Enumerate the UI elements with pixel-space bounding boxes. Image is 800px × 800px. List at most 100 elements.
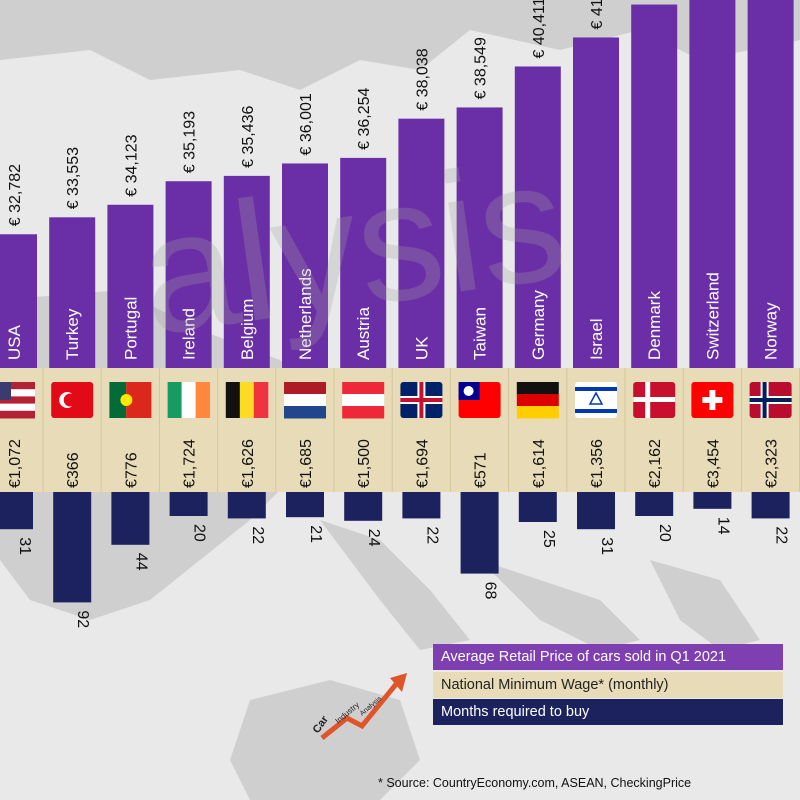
price-bar-germany [514,66,561,369]
wage-label-taiwan: €571 [473,452,490,488]
months-label-portugal: 44 [132,553,149,571]
price-label-israel: € 41,731 [589,0,606,29]
country-label-belgium: Belgium [238,299,257,360]
wage-label-switzerland: €3,454 [705,439,722,488]
legend-minimum-wage: National Minimum Wage* (monthly) [433,672,783,698]
months-bar-israel [577,492,615,530]
months-label-turkey: 92 [74,610,91,628]
wage-label-ireland: €1,724 [182,439,199,488]
wage-label-uk: €1,694 [414,439,431,488]
country-label-portugal: Portugal [121,297,140,360]
country-label-turkey: Turkey [63,308,82,360]
car-industry-analysis-logo: Car Industry Analysis [312,673,407,740]
months-bar-uk [402,492,441,519]
price-label-netherlands: € 36,001 [298,93,315,155]
wage-label-turkey: €366 [65,452,82,488]
wage-label-portugal: €776 [123,452,140,488]
wage-label-usa: €1,072 [7,439,24,488]
legend-months-to-buy: Months required to buy [433,699,783,725]
flag-ireland-icon [167,382,211,418]
price-label-portugal: € 34,123 [123,134,140,196]
months-label-ireland: 20 [191,524,208,542]
price-bar-taiwan [456,107,503,368]
months-label-israel: 31 [598,537,615,555]
price-label-turkey: € 33,553 [65,147,82,209]
flag-portugal-icon [109,382,152,418]
flag-norway-icon [749,382,792,418]
wage-label-denmark: €2,162 [647,439,664,488]
price-bar-israel [573,37,619,369]
price-bar-usa [0,234,37,368]
flag-uk-icon [400,382,443,418]
flag-usa-icon [0,382,35,419]
months-bar-germany [518,492,557,522]
price-label-uk: € 38,038 [414,48,431,110]
months-bar-austria [344,492,383,521]
months-label-denmark: 20 [656,524,673,542]
months-label-belgium: 22 [249,526,266,544]
months-bar-denmark [635,492,674,516]
country-label-taiwan: Taiwan [471,307,490,360]
wage-label-belgium: €1,626 [240,439,257,488]
price-bar-switzerland [689,0,736,369]
months-label-usa: 31 [16,537,33,555]
months-label-germany: 25 [540,530,557,548]
wage-label-germany: €1,614 [531,439,548,488]
flag-israel-icon [575,382,617,418]
price-bar-austria [340,157,387,368]
price-label-taiwan: € 38,549 [473,37,490,99]
price-bar-portugal [107,204,154,368]
flag-austria-icon [342,382,385,419]
months-label-switzerland: 14 [714,517,731,535]
wage-label-austria: €1,500 [356,439,373,488]
months-label-netherlands: 21 [307,525,324,543]
wage-label-israel: €1,356 [589,439,606,488]
wage-label-norway: €2,323 [764,439,781,488]
country-label-uk: UK [412,336,431,360]
price-bar-ireland [165,181,212,368]
country-label-usa: USA [5,324,24,360]
flag-germany-icon [516,382,559,419]
source-note: * Source: CountryEconomy.com, ASEAN, Che… [378,776,692,790]
price-label-germany: € 40,411 [531,0,548,58]
months-bar-norway [751,492,790,519]
legend-retail-price: Average Retail Price of cars sold in Q1 … [433,644,783,670]
wage-label-netherlands: €1,685 [298,439,315,488]
flag-turkey-icon [51,382,94,418]
flag-switzerland-icon [691,382,734,418]
flag-denmark-icon [633,382,676,418]
months-bar-taiwan [460,492,499,574]
months-bar-ireland [169,492,208,516]
months-bar-portugal [111,492,150,545]
months-label-taiwan: 68 [482,582,499,600]
price-bar-norway [747,0,794,369]
months-bar-usa [0,492,33,530]
months-bar-belgium [227,492,266,519]
country-label-ireland: Ireland [180,308,199,360]
price-bar-denmark [631,4,678,368]
country-label-germany: Germany [529,290,548,360]
price-label-belgium: € 35,436 [240,106,257,168]
price-bar-turkey [49,217,96,368]
months-label-norway: 22 [773,526,790,544]
months-bar-turkey [53,492,92,603]
price-bar-netherlands [282,163,328,368]
country-label-denmark: Denmark [645,291,664,360]
price-label-austria: € 36,254 [356,88,373,150]
flag-netherlands-icon [284,382,326,419]
price-label-ireland: € 35,193 [182,111,199,173]
price-bar-belgium [223,175,270,368]
country-label-austria: Austria [354,307,373,360]
country-label-switzerland: Switzerland [703,272,722,360]
months-bar-switzerland [693,492,732,509]
price-bar-uk [398,118,445,368]
flag-belgium-icon [225,382,269,418]
country-label-israel: Israel [587,318,606,360]
months-label-uk: 22 [423,526,440,544]
months-bar-netherlands [286,492,324,518]
price-label-usa: € 32,782 [7,164,24,226]
country-label-netherlands: Netherlands [296,268,315,360]
months-label-austria: 24 [365,529,382,547]
